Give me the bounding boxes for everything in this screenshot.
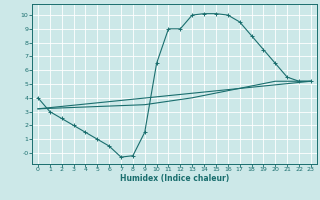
X-axis label: Humidex (Indice chaleur): Humidex (Indice chaleur) [120, 174, 229, 183]
